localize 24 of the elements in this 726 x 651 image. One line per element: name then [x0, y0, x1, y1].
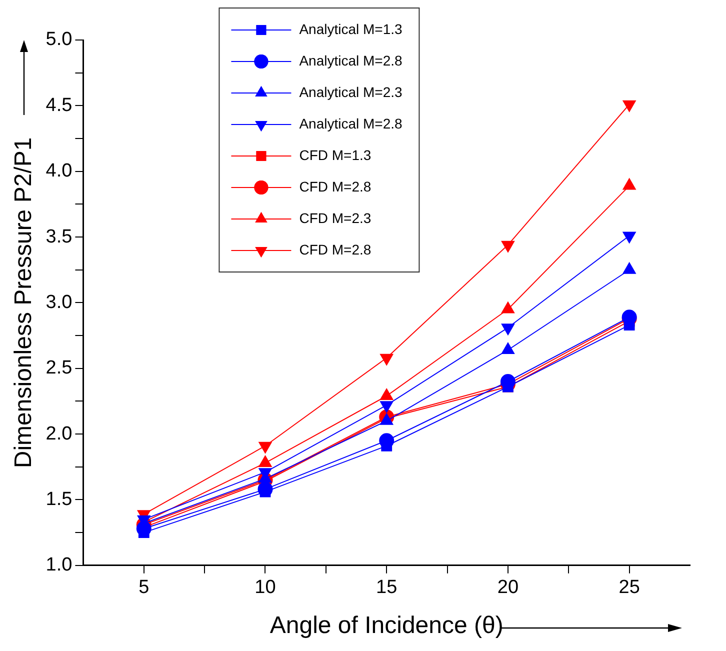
y-tick-label: 3.0	[46, 292, 72, 313]
x-tick-label: 25	[618, 577, 640, 598]
legend-label: CFD M=1.3	[299, 146, 372, 163]
y-tick-label: 3.5	[46, 226, 72, 248]
y-tick-label: 1.0	[46, 554, 72, 576]
x-tick-label: 15	[376, 577, 398, 598]
y-tick-label: 2.0	[46, 423, 72, 444]
x-tick-label: 5	[138, 577, 150, 598]
y-tick-label: 5.0	[46, 29, 72, 50]
y-tick-label: 4.5	[46, 94, 72, 116]
x-axis-title: Angle of Incidence (θ)	[270, 612, 504, 640]
legend-label: CFD M=2.3	[299, 210, 372, 226]
y-tick-label: 1.5	[46, 488, 72, 510]
x-tick-label: 20	[497, 577, 519, 598]
legend-label: CFD M=2.8	[299, 178, 372, 194]
y-axis-title: Dimensionless Pressure P2/P1	[10, 137, 38, 468]
legend-label: Analytical M=2.8	[299, 115, 403, 132]
y-tick-label: 4.0	[46, 160, 72, 182]
x-tick-label: 10	[254, 577, 276, 598]
y-tick-label: 2.5	[46, 358, 72, 379]
legend-label: Analytical M=2.8	[299, 52, 403, 68]
legend-label: CFD M=2.8	[299, 241, 372, 258]
legend-label: Analytical M=1.3	[299, 20, 403, 37]
legend-label: Analytical M=2.3	[299, 84, 403, 100]
